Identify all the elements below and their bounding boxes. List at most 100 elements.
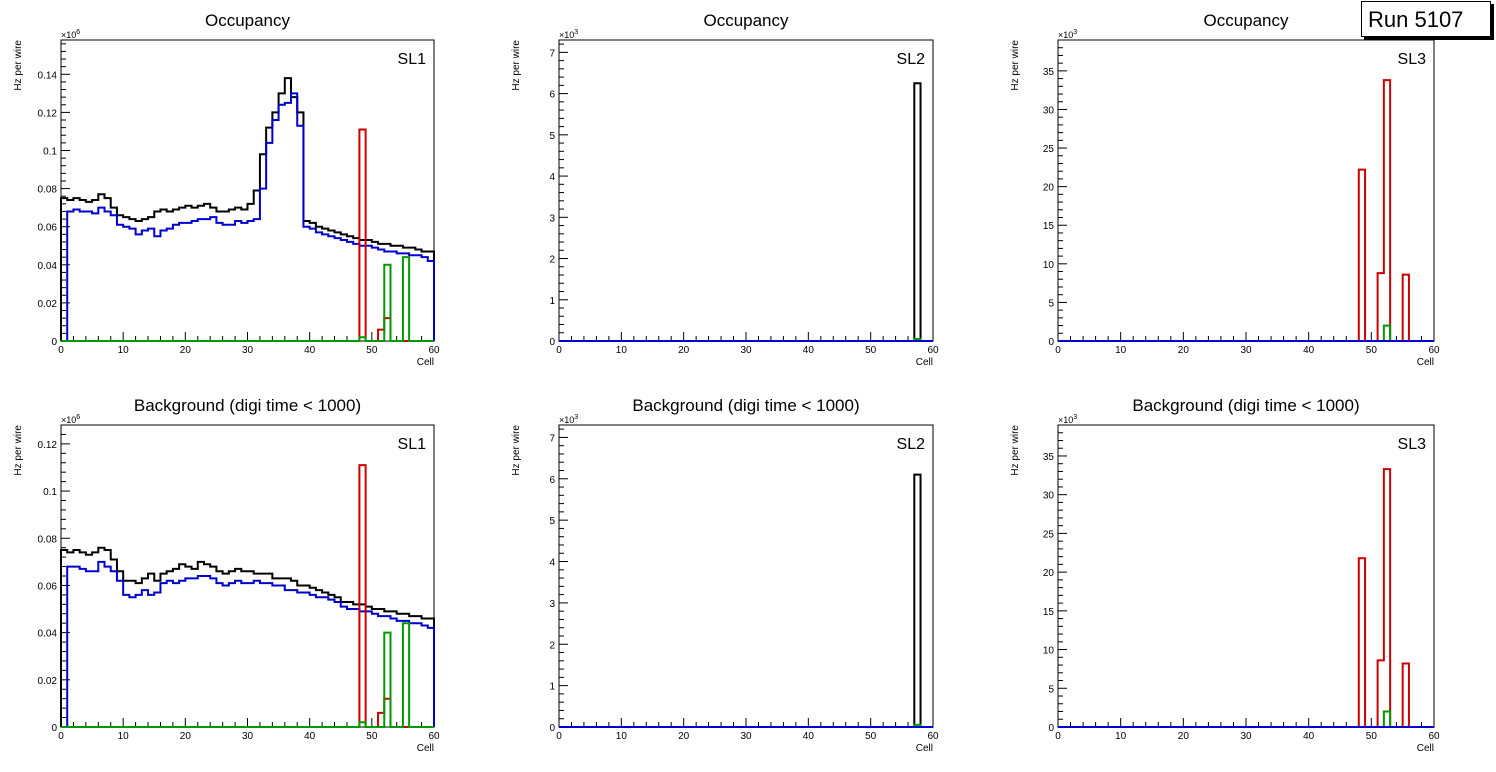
y-tick-label: 0.12 <box>38 108 58 119</box>
y-tick-label: 35 <box>1043 67 1055 78</box>
y-tick-label: 5 <box>1048 298 1054 309</box>
y-tick-label: 0.12 <box>38 440 58 451</box>
series-noisy-histogram <box>61 622 434 728</box>
x-tick-label: 50 <box>1366 345 1378 356</box>
y-tick-label: 6 <box>549 90 555 101</box>
chart-title: Background (digi time < 1000) <box>134 396 361 415</box>
x-axis-label: Cell <box>1417 743 1434 754</box>
y-tick-label: 0.02 <box>38 676 58 687</box>
y-tick-label: 0 <box>549 723 555 734</box>
y-exponent-label: ×106 <box>61 414 80 425</box>
y-tick-label: 0 <box>51 723 57 734</box>
y-tick-label: 3 <box>549 213 555 224</box>
chart-title: Occupancy <box>703 11 789 30</box>
y-tick-label: 5 <box>1048 684 1054 695</box>
x-tick-label: 10 <box>616 731 628 742</box>
x-tick-label: 40 <box>1303 345 1315 356</box>
x-axis-label: Cell <box>417 743 434 754</box>
y-tick-label: 0 <box>549 337 555 348</box>
y-tick-label: 1 <box>549 682 555 693</box>
y-tick-label: 25 <box>1043 144 1055 155</box>
x-tick-label: 50 <box>1366 731 1378 742</box>
plot-frame <box>558 424 934 728</box>
y-tick-label: 0.04 <box>38 261 58 272</box>
series-good-histogram <box>61 560 435 728</box>
x-axis-label: Cell <box>916 743 933 754</box>
superlayer-label: SL3 <box>1398 51 1427 68</box>
x-tick-label: 0 <box>58 345 64 356</box>
x-tick-label: 30 <box>242 345 254 356</box>
y-tick-label: 15 <box>1043 221 1055 232</box>
y-exponent-power: 3 <box>1073 414 1077 421</box>
y-exponent-power: 3 <box>574 414 578 421</box>
y-tick-label: 0 <box>51 337 57 348</box>
y-tick-label: 3 <box>549 599 555 610</box>
y-tick-label: 30 <box>1043 491 1055 502</box>
x-tick-label: 30 <box>740 731 752 742</box>
x-tick-label: 10 <box>1115 345 1127 356</box>
y-tick-label: 0.08 <box>38 185 58 196</box>
plot-frame <box>1057 39 1435 342</box>
y-tick-label: 0.06 <box>38 581 58 592</box>
y-exponent-power: 6 <box>76 414 80 421</box>
y-exponent-power: 3 <box>1073 29 1077 36</box>
y-tick-label: 0.06 <box>38 223 58 234</box>
y-exponent-power: 6 <box>76 29 80 36</box>
y-tick-label: 20 <box>1043 183 1055 194</box>
y-tick-label: 2 <box>549 255 555 266</box>
plot-frame <box>1057 424 1435 728</box>
chart-panel-2: Occupancy 0 10 20 30 40 50 60 0 1 2 3 4 5 6 7 ×103 Cell Hz… <box>511 11 939 368</box>
superlayer-label: SL1 <box>398 436 427 453</box>
y-tick-label: 5 <box>549 516 555 527</box>
x-tick-label: 50 <box>366 345 378 356</box>
chart-panel-3: Occupancy 0 10 20 30 40 50 60 0 5 10 15 20 25 30 35 ×103… <box>1010 11 1440 368</box>
x-tick-label: 30 <box>740 345 752 356</box>
x-tick-label: 20 <box>180 345 192 356</box>
x-tick-label: 60 <box>428 345 440 356</box>
y-tick-label: 0.1 <box>43 487 57 498</box>
y-exponent-label: ×103 <box>1058 414 1077 425</box>
x-tick-label: 60 <box>1428 731 1440 742</box>
y-axis-label: Hz per wire <box>511 40 522 91</box>
y-tick-label: 0.1 <box>43 146 57 157</box>
chart-panel-5: Background (digi time < 1000)0 10 20 30 40 50… <box>511 396 939 754</box>
x-tick-label: 60 <box>1428 345 1440 356</box>
plot-frame <box>558 39 934 342</box>
chart-title: Occupancy <box>1203 11 1289 30</box>
chart-panel-1: Occupancy 0 10 20 30 40 50 60 0 0.02 0.04 0.06 0.08 0… <box>13 11 440 368</box>
x-tick-label: 60 <box>927 345 939 356</box>
x-tick-label: 10 <box>616 345 628 356</box>
y-tick-label: 0.02 <box>38 299 58 310</box>
x-tick-label: 50 <box>865 731 877 742</box>
x-axis-label: Cell <box>417 357 434 368</box>
x-tick-label: 0 <box>1055 345 1061 356</box>
y-tick-label: 0.14 <box>38 70 58 81</box>
run-label-box: Run 5107 <box>1361 1 1491 37</box>
x-tick-label: 30 <box>242 731 254 742</box>
superlayer-label: SL2 <box>897 436 926 453</box>
x-tick-label: 10 <box>118 731 130 742</box>
x-tick-label: 20 <box>678 345 690 356</box>
y-axis-label: Hz per wire <box>13 40 24 91</box>
run-label: Run 5107 <box>1368 7 1464 32</box>
chart-title: Background (digi time < 1000) <box>632 396 859 415</box>
y-axis-label: Hz per wire <box>1010 425 1021 476</box>
y-tick-label: 30 <box>1043 105 1055 116</box>
y-tick-label: 0 <box>1048 723 1054 734</box>
x-tick-label: 30 <box>1240 731 1252 742</box>
x-tick-label: 20 <box>678 731 690 742</box>
y-tick-label: 7 <box>549 48 555 59</box>
x-axis-label: Cell <box>1417 357 1434 368</box>
x-tick-label: 60 <box>428 731 440 742</box>
y-exponent-label: ×106 <box>61 29 80 40</box>
series-noisy-histogram <box>61 256 434 342</box>
x-tick-label: 40 <box>304 345 316 356</box>
y-tick-label: 35 <box>1043 452 1055 463</box>
x-tick-label: 0 <box>556 731 562 742</box>
x-tick-label: 40 <box>803 731 815 742</box>
chart-title: Background (digi time < 1000) <box>1132 396 1359 415</box>
superlayer-label: SL1 <box>398 51 427 68</box>
y-exponent-power: 3 <box>574 29 578 36</box>
y-axis-label: Hz per wire <box>1010 40 1021 91</box>
y-tick-label: 1 <box>549 296 555 307</box>
